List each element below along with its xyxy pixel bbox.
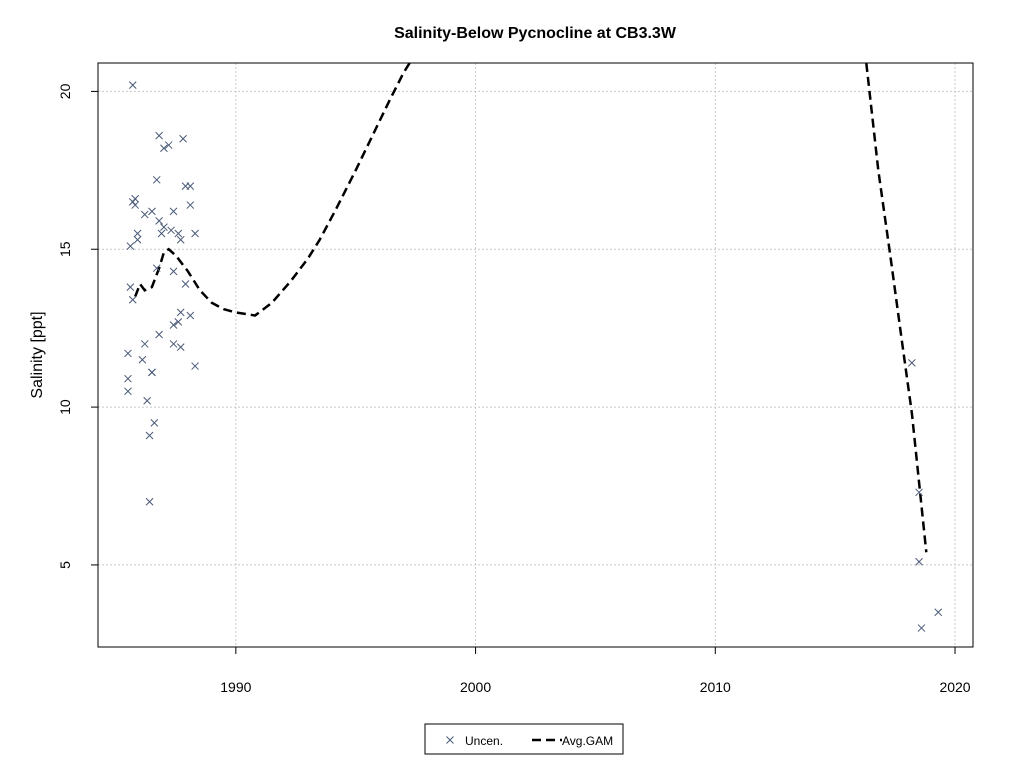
data-point-x (169, 321, 178, 329)
data-point-x (160, 223, 168, 232)
y-tick-label: 20 (57, 83, 73, 99)
data-point-x (124, 387, 132, 396)
data-point-x (140, 340, 149, 348)
grid-lines (98, 63, 973, 647)
data-point-x (126, 283, 135, 291)
x-tick-label: 2010 (700, 679, 731, 695)
data-point-x (176, 308, 185, 317)
data-point-x (176, 235, 185, 244)
data-point-x (138, 355, 147, 364)
data-point-x (155, 330, 163, 339)
data-point-x (179, 134, 187, 143)
plot-frame (97, 62, 974, 648)
data-point-x (124, 349, 132, 358)
data-point-x (160, 144, 168, 153)
data-point-x (133, 229, 142, 238)
data-point-x (915, 488, 923, 497)
data-point-x (145, 497, 154, 506)
data-point-x (150, 419, 159, 427)
x-tick-label: 2020 (939, 679, 970, 695)
y-axis-label: Salinity [ppt] (29, 311, 46, 398)
avg-gam-line (134, 63, 928, 553)
legend-box (424, 723, 624, 755)
data-point-x (934, 608, 943, 617)
data-point-x (164, 141, 173, 149)
data-point-x (133, 235, 142, 244)
data-point-x (174, 229, 183, 238)
y-tick-label: 10 (57, 399, 73, 415)
chart-title: Salinity-Below Pycnocline at CB3.3W (394, 25, 677, 42)
x-tick-label: 2000 (460, 679, 491, 695)
data-point-x (128, 81, 137, 89)
data-point-x (908, 359, 916, 367)
data-point-x (126, 242, 135, 250)
data-point-x (191, 229, 199, 238)
legend-point-marker (446, 736, 454, 744)
data-point-x (186, 182, 195, 190)
legend: Uncen. Avg.GAM (424, 723, 624, 755)
data-point-x (155, 131, 163, 140)
data-point-x (155, 216, 163, 225)
x-tick-label: 1990 (220, 679, 251, 695)
data-point-x (124, 374, 132, 383)
data-point-x (131, 201, 140, 209)
data-points-layer (124, 81, 943, 632)
x-axis: 1990 2000 2010 2020 (220, 646, 971, 695)
data-point-x (186, 201, 195, 209)
legend-label-uncen: Uncen. (465, 734, 503, 748)
data-point-x (169, 207, 178, 216)
y-tick-label: 5 (57, 561, 73, 569)
data-point-x (181, 280, 190, 288)
data-point-x (131, 194, 140, 203)
legend-label-gam: Avg.GAM (562, 734, 613, 748)
data-point-x (143, 396, 151, 405)
data-point-x (169, 340, 178, 348)
data-point-x (145, 431, 154, 440)
y-tick-label: 15 (57, 241, 73, 257)
data-point-x (191, 362, 199, 370)
data-point-x (917, 624, 926, 632)
data-point-x (176, 343, 185, 351)
data-point-x (128, 198, 137, 206)
data-point-x (152, 175, 161, 184)
data-point-x (167, 226, 175, 235)
data-point-x (186, 311, 195, 320)
gam-line-layer (134, 63, 928, 553)
data-point-x (128, 295, 137, 304)
data-point-x (915, 557, 923, 566)
data-point-x (148, 207, 156, 216)
data-point-x (174, 318, 183, 326)
data-point-x (152, 264, 161, 273)
data-point-x (157, 229, 166, 238)
data-point-x (140, 210, 149, 219)
y-axis: 5 10 15 20 (57, 83, 98, 569)
data-point-x (148, 368, 156, 377)
data-point-x (169, 267, 178, 276)
